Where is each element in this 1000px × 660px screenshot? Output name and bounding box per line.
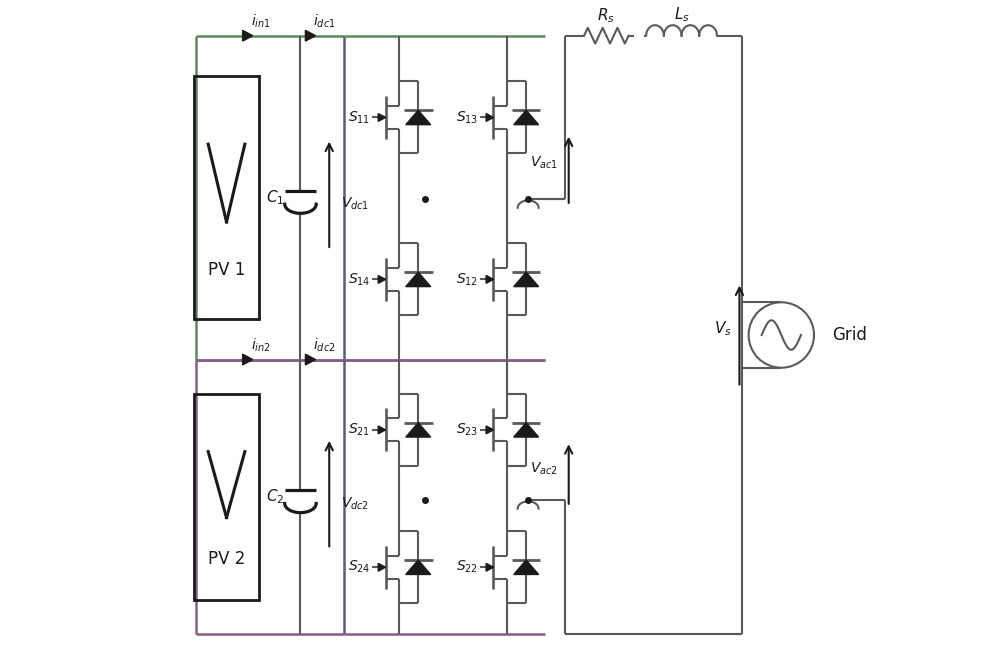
Text: $V_{dc2}$: $V_{dc2}$ xyxy=(341,495,370,512)
Text: $R_s$: $R_s$ xyxy=(597,7,615,26)
Polygon shape xyxy=(243,30,253,41)
Text: $C_1$: $C_1$ xyxy=(266,188,285,207)
Text: $S_{21}$: $S_{21}$ xyxy=(348,422,370,438)
Text: $V_{dc1}$: $V_{dc1}$ xyxy=(341,196,370,213)
Bar xyxy=(194,76,259,319)
Text: PV 1: PV 1 xyxy=(208,261,245,279)
Polygon shape xyxy=(486,426,493,434)
Polygon shape xyxy=(514,272,539,286)
Polygon shape xyxy=(406,110,431,125)
Polygon shape xyxy=(378,275,386,283)
Text: $i_{in1}$: $i_{in1}$ xyxy=(251,13,271,30)
Text: $i_{in2}$: $i_{in2}$ xyxy=(251,337,271,354)
Text: PV 2: PV 2 xyxy=(208,550,245,568)
Text: $V_s$: $V_s$ xyxy=(714,319,731,338)
Polygon shape xyxy=(305,30,316,41)
Text: $C_2$: $C_2$ xyxy=(266,488,285,506)
Polygon shape xyxy=(406,422,431,437)
Polygon shape xyxy=(305,354,316,365)
Text: $S_{23}$: $S_{23}$ xyxy=(456,422,478,438)
Text: Grid: Grid xyxy=(832,326,867,344)
Text: $S_{13}$: $S_{13}$ xyxy=(456,110,478,125)
Polygon shape xyxy=(406,272,431,286)
Polygon shape xyxy=(486,275,493,283)
Text: $L_s$: $L_s$ xyxy=(674,5,689,24)
Polygon shape xyxy=(378,564,386,571)
Text: $i_{dc2}$: $i_{dc2}$ xyxy=(313,337,336,354)
Text: $S_{24}$: $S_{24}$ xyxy=(348,559,371,576)
Polygon shape xyxy=(486,114,493,121)
Polygon shape xyxy=(406,560,431,574)
Polygon shape xyxy=(378,114,386,121)
Text: $S_{11}$: $S_{11}$ xyxy=(348,110,370,125)
Polygon shape xyxy=(514,560,539,574)
Text: $V_{ac1}$: $V_{ac1}$ xyxy=(530,155,558,172)
Polygon shape xyxy=(514,110,539,125)
Text: $S_{14}$: $S_{14}$ xyxy=(348,271,371,288)
Polygon shape xyxy=(243,354,253,365)
Text: $S_{12}$: $S_{12}$ xyxy=(456,271,478,288)
Text: $i_{dc1}$: $i_{dc1}$ xyxy=(313,13,336,30)
Text: $S_{22}$: $S_{22}$ xyxy=(456,559,478,576)
Text: $V_{ac2}$: $V_{ac2}$ xyxy=(530,461,558,477)
Polygon shape xyxy=(514,422,539,437)
Bar xyxy=(194,394,259,600)
Polygon shape xyxy=(378,426,386,434)
Polygon shape xyxy=(486,564,493,571)
